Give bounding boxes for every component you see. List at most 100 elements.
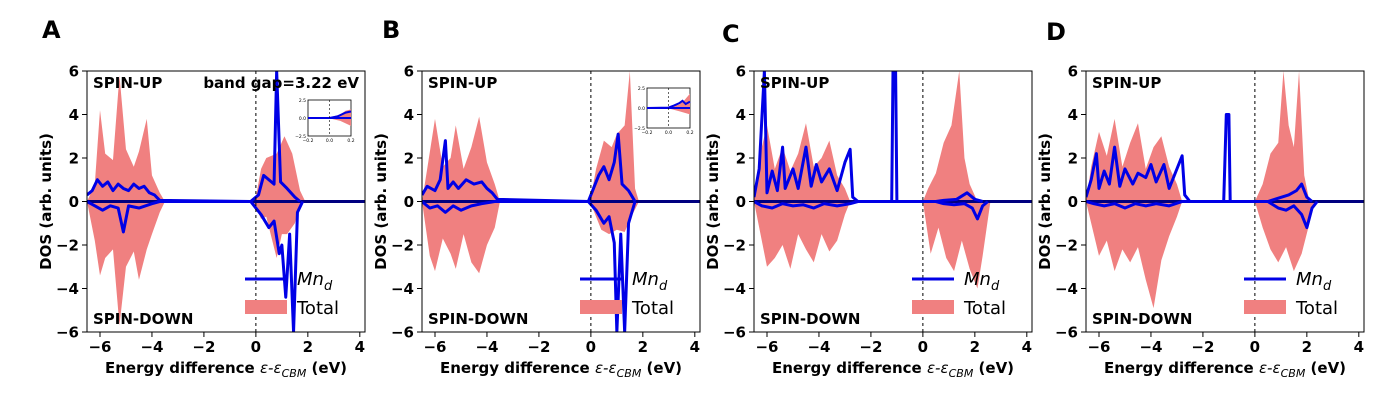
inset-y-tick-label: −2.5: [295, 134, 306, 140]
y-tick-label: 4: [736, 106, 746, 124]
x-tick-label: 4: [355, 338, 365, 356]
inset-total-down: [647, 108, 690, 115]
x-tick-label: 2: [1302, 338, 1312, 356]
y-tick-label: 2: [404, 150, 414, 168]
panel-B: −6 −4 −2 0 2 4 −6 −4 −2 0 2 4 6 Energy difference ε-ε…: [372, 16, 701, 380]
panel-letter: C: [722, 20, 740, 48]
inset-x-tick-label: 0.0: [326, 138, 333, 144]
legend-mn-label: Mnd: [964, 269, 1000, 294]
legend-total-swatch: [912, 300, 954, 314]
y-tick-label: 2: [1068, 150, 1078, 168]
inset-y-tick-label: −2.5: [634, 126, 645, 132]
total-dos-spin-down: [87, 201, 306, 326]
total-dos-spin-down: [1086, 201, 1315, 309]
mn-d-spin-up-line: [1086, 113, 1314, 203]
x-tick-label: 4: [1022, 338, 1032, 356]
panel-C: −6 −4 −2 0 2 4 −6 −4 −2 0 2 4 6 Energy difference ε-ε…: [704, 20, 1033, 380]
y-tick-label: 6: [1068, 63, 1078, 81]
mn-d-spin-up-line: [422, 132, 637, 203]
total-dos-spin-up: [1086, 71, 1310, 202]
mn-d-spin-down-line: [754, 200, 989, 221]
legend-mn-label: Mnd: [1296, 269, 1332, 294]
x-tick-label: −6: [423, 338, 446, 356]
inset-zoom: 2.5 0.0 −2.5−0.2 0.0 0.2: [295, 98, 355, 144]
legend: Mnd Total: [580, 269, 674, 319]
x-axis-label: Energy difference ε-εCBM (eV): [772, 359, 1014, 380]
y-tick-label: −6: [391, 324, 414, 342]
spin-up-label: SPIN-UP: [760, 74, 829, 92]
y-axis-label: DOS (arb. units): [1036, 133, 1054, 270]
x-tick-label: 4: [690, 338, 700, 356]
x-tick-label: 4: [1354, 338, 1364, 356]
mn-d-spin-up-line: [87, 71, 302, 203]
x-tick-label: −2: [1191, 338, 1214, 356]
y-tick-label: −6: [1055, 324, 1078, 342]
x-tick-label: 2: [970, 338, 980, 356]
legend-total-label: Total: [1295, 298, 1338, 319]
y-tick-label: 6: [69, 63, 79, 81]
x-tick-label: 2: [303, 338, 313, 356]
inset-total-up: [647, 93, 690, 108]
y-tick-label: −6: [723, 324, 746, 342]
panel-D: −6 −4 −2 0 2 4 −6 −4 −2 0 2 4 6 Energy difference ε-ε…: [1036, 18, 1365, 380]
inset-mn-line: [308, 110, 352, 119]
y-tick-label: −4: [1055, 280, 1078, 298]
spin-up-label: SPIN-UP: [428, 74, 497, 92]
x-tick-label: −2: [859, 338, 882, 356]
x-tick-label: −4: [140, 338, 163, 356]
x-tick-label: −6: [755, 338, 778, 356]
x-tick-label: −6: [88, 338, 111, 356]
legend-total-swatch: [580, 300, 622, 314]
y-tick-label: −4: [391, 280, 414, 298]
inset-x-tick-label: −0.2: [303, 138, 314, 144]
panel-letter: B: [382, 16, 400, 44]
legend-total-label: Total: [631, 298, 674, 319]
y-axis-label: DOS (arb. units): [704, 133, 722, 270]
y-tick-label: 0: [1068, 193, 1078, 211]
legend: Mnd Total: [912, 269, 1006, 319]
y-tick-label: −4: [723, 280, 746, 298]
x-tick-label: 0: [251, 338, 261, 356]
plot-area: [754, 71, 1032, 289]
mn-d-spin-down-line: [422, 200, 637, 332]
x-axis-label: Energy difference ε-εCBM (eV): [440, 359, 682, 380]
x-tick-label: 0: [918, 338, 928, 356]
inset-x-tick-label: −0.2: [642, 130, 653, 136]
y-tick-label: 0: [736, 193, 746, 211]
panel-A: −6 −4 −2 0 2 4 −6 −4 −2 0 2 4 6 Energy difference ε-ε…: [37, 16, 366, 380]
x-tick-label: −4: [1139, 338, 1162, 356]
x-axis-label: Energy difference ε-εCBM (eV): [105, 359, 347, 380]
y-tick-label: −2: [723, 237, 746, 255]
plot-area: [87, 71, 365, 332]
y-tick-label: 0: [404, 193, 414, 211]
inset-y-tick-label: 0.0: [299, 116, 306, 122]
total-dos-spin-up: [422, 71, 639, 202]
total-dos-spin-down: [754, 201, 991, 289]
x-tick-label: −6: [1087, 338, 1110, 356]
y-tick-label: −2: [391, 237, 414, 255]
total-dos-spin-up: [87, 75, 306, 202]
legend-total-swatch: [245, 300, 287, 314]
y-tick-label: −2: [56, 237, 79, 255]
legend-total-label: Total: [963, 298, 1006, 319]
legend: Mnd Total: [1244, 269, 1338, 319]
spin-down-label: SPIN-DOWN: [1092, 310, 1192, 328]
inset-x-tick-label: 0.2: [686, 130, 693, 136]
x-tick-label: 0: [586, 338, 596, 356]
total-dos-spin-down: [422, 201, 639, 274]
spin-down-label: SPIN-DOWN: [760, 310, 860, 328]
legend-total-label: Total: [296, 298, 339, 319]
y-tick-label: 2: [736, 150, 746, 168]
y-tick-label: 6: [404, 63, 414, 81]
x-tick-label: 0: [1250, 338, 1260, 356]
y-tick-label: 4: [1068, 106, 1078, 124]
mn-d-spin-down-line: [87, 200, 304, 332]
spin-up-label: SPIN-UP: [1092, 74, 1161, 92]
y-tick-label: 2: [69, 150, 79, 168]
plot-area: [1086, 71, 1364, 309]
band-gap-annotation: band gap=3.22 eV: [203, 74, 359, 92]
y-tick-label: 0: [69, 193, 79, 211]
inset-y-tick-label: 2.5: [299, 98, 306, 104]
y-axis-label: DOS (arb. units): [37, 133, 55, 270]
legend-total-swatch: [1244, 300, 1286, 314]
